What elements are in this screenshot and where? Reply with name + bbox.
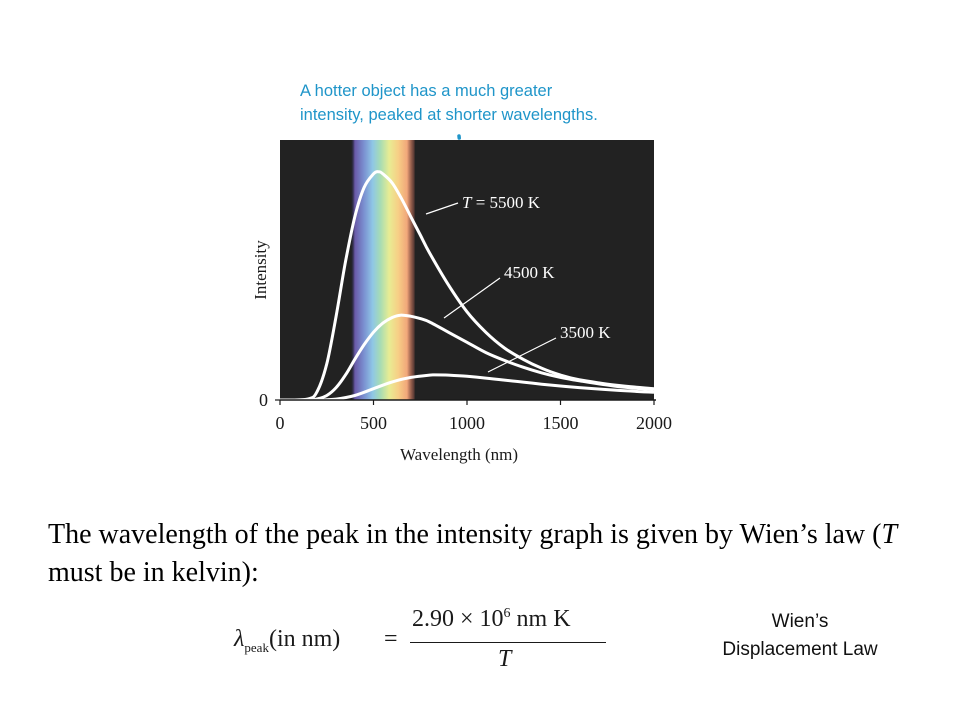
body-text-end: must be in kelvin): xyxy=(48,557,259,588)
x-tick-label-0: 0 xyxy=(276,413,285,433)
leader-line-0 xyxy=(425,202,459,215)
formula-equals: = xyxy=(384,626,398,652)
curve-1 xyxy=(279,313,655,402)
x-tick-label-4: 2000 xyxy=(636,413,672,433)
x-tick-label-2: 1000 xyxy=(449,413,485,433)
formula-numerator: 2.90 × 106 nm K xyxy=(412,606,571,633)
lambda-symbol: λ xyxy=(234,626,245,652)
formula-lhs: λpeak(in nm) xyxy=(234,626,340,656)
curve-2 xyxy=(279,373,655,402)
annotation-line-1: A hotter object has a much greater xyxy=(300,82,553,100)
curve-label-0: T = 5500 K xyxy=(462,193,541,212)
x-tick-label-3: 1500 xyxy=(543,413,579,433)
numerator-lead: 2.90 × 10 xyxy=(412,606,504,632)
curve-labels: T = 5500 K 4500 K 3500 K xyxy=(462,193,611,342)
side-caption: Wien’s Displacement Law xyxy=(700,608,900,664)
curve-label-2: 3500 K xyxy=(560,323,611,342)
curve-label-leaders xyxy=(425,202,557,373)
caption-line-1: Wien’s xyxy=(771,611,829,632)
numerator-unit: nm K xyxy=(510,606,571,632)
y-axis-ticks: 0 xyxy=(259,390,280,410)
body-text-italic-t: T xyxy=(881,519,898,550)
curve-label-1: 4500 K xyxy=(504,263,555,282)
blackbody-chart: A hotter object has a much greater inten… xyxy=(251,82,672,464)
curves-layer xyxy=(279,170,655,402)
caption-line-2: Displacement Law xyxy=(722,639,878,660)
chart-annotation: A hotter object has a much greater inten… xyxy=(300,82,598,205)
x-axis-title: Wavelength (nm) xyxy=(400,445,518,464)
annotation-line-2: intensity, peaked at shorter wavelengths… xyxy=(300,106,598,124)
x-tick-label-1: 500 xyxy=(360,413,387,433)
formula-denominator: T xyxy=(498,646,512,672)
fraction-bar xyxy=(410,642,606,643)
formula-lhs-rest: (in nm) xyxy=(268,626,341,652)
numerator-exponent: 6 xyxy=(503,606,511,621)
y-tick-label-0: 0 xyxy=(259,390,268,410)
visible-spectrum-band xyxy=(351,140,415,400)
plot-background xyxy=(280,140,654,400)
x-axis-ticks: 0 500 1000 1500 2000 xyxy=(276,400,672,433)
leader-line-2 xyxy=(487,337,557,373)
body-paragraph: The wavelength of the peak in the intens… xyxy=(48,516,918,592)
body-text-start: The wavelength of the peak in the intens… xyxy=(48,519,882,550)
wien-formula: λpeak(in nm) = 2.90 × 106 nm K T xyxy=(234,606,614,676)
leader-line-1 xyxy=(443,277,501,319)
y-axis-title: Intensity xyxy=(251,240,270,300)
curve-0 xyxy=(279,170,655,402)
lambda-subscript: peak xyxy=(244,640,269,655)
